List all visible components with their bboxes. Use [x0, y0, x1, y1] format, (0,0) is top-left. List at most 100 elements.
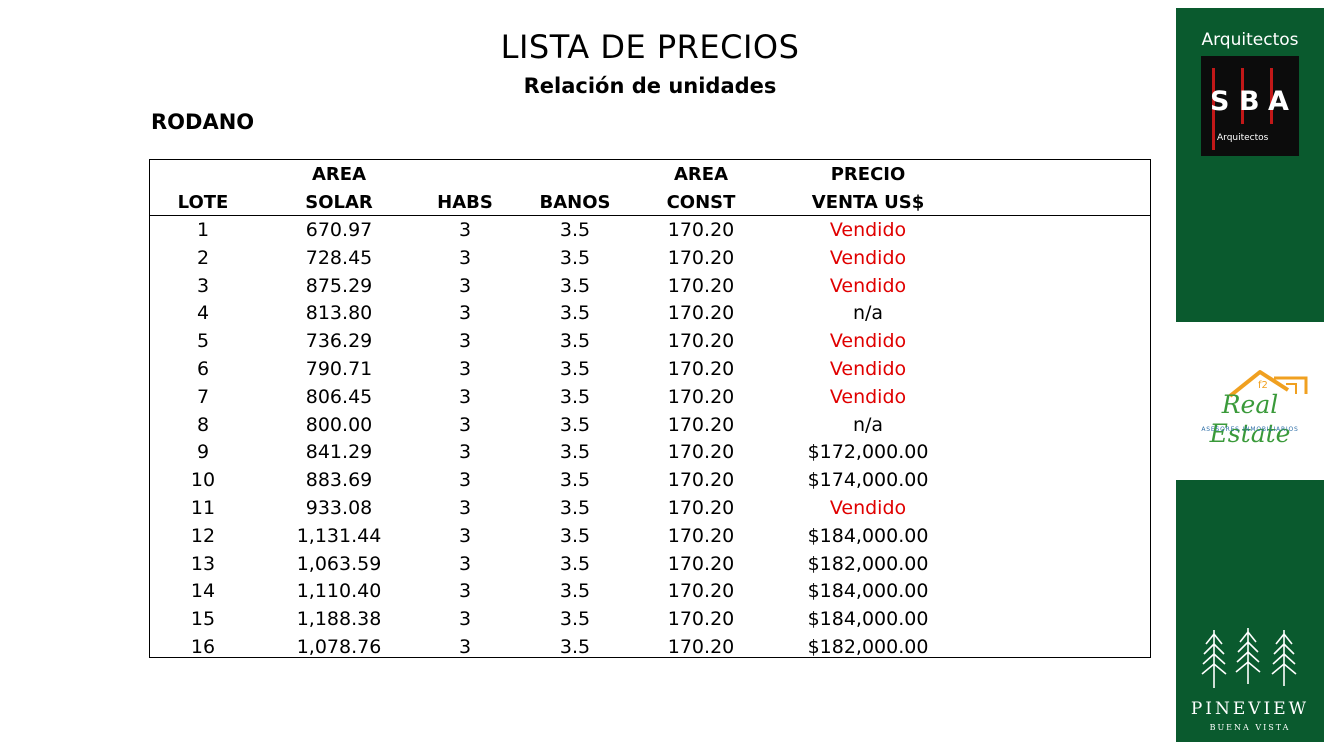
banos-cell: 3.5: [559, 552, 591, 575]
page-subtitle: Relación de unidades: [523, 74, 777, 98]
habs-cell: 3: [458, 219, 472, 241]
pineview-panel: PINEVIEW BUENA VISTA: [1176, 480, 1324, 742]
area-const-cell: 170.20: [667, 302, 735, 325]
real-estate-tagline: ASESORES INMOBILIARIOS: [1201, 426, 1299, 433]
habs-cell: 3: [458, 608, 472, 631]
banos-cell: 3.5: [559, 524, 591, 547]
banos-cell: 3.5: [559, 274, 591, 297]
banos-cell: 3.5: [559, 441, 591, 464]
precio-cell: Vendido: [829, 358, 907, 380]
area-const-cell: 170.20: [667, 636, 735, 658]
area-solar-cell: 1,063.59: [296, 552, 382, 575]
lote-cell: 2: [196, 246, 210, 269]
area-const-cell: 170.20: [667, 580, 735, 603]
pine-trees-icon: [1201, 628, 1297, 688]
banos-cell: 3.5: [559, 219, 591, 241]
habs-cell: 3: [458, 636, 472, 658]
area-const-cell: 170.20: [667, 330, 735, 353]
precio-cell: Vendido: [829, 274, 907, 297]
lote-cell: 6: [196, 358, 210, 380]
sidebar: Arquitectos S B A Arquitectos f2 Real Es…: [1176, 8, 1324, 742]
sba-logo-bar: [1212, 68, 1215, 150]
habs-cell: 3: [458, 524, 472, 547]
header-area-const-line2: CONST: [666, 192, 736, 213]
precio-cell: $182,000.00: [807, 636, 929, 658]
habs-cell: 3: [458, 441, 472, 464]
header-lote-line2: LOTE: [177, 192, 229, 213]
lote-cell: 3: [196, 274, 210, 297]
habs-cell: 3: [458, 358, 472, 380]
precio-cell: Vendido: [829, 497, 907, 519]
banos-cell: 3.5: [559, 497, 591, 519]
area-const-cell: 170.20: [667, 524, 735, 547]
area-solar-cell: 933.08: [305, 497, 373, 519]
habs-cell: 3: [458, 385, 472, 408]
area-solar-cell: 841.29: [305, 441, 373, 464]
area-solar-cell: 1,110.40: [296, 580, 382, 603]
lote-cell: 11: [190, 497, 216, 519]
banos-cell: 3.5: [559, 385, 591, 408]
f2-badge: f2: [1258, 380, 1268, 391]
area-const-cell: 170.20: [667, 469, 735, 492]
area-solar-cell: 813.80: [305, 302, 373, 325]
banos-cell: 3.5: [559, 330, 591, 353]
header-area-const-line1: AREA: [673, 164, 729, 185]
lote-cell: 14: [190, 580, 216, 603]
area-solar-cell: 736.29: [305, 330, 373, 353]
lote-cell: 7: [196, 385, 210, 408]
area-const-cell: 170.20: [667, 246, 735, 269]
precio-cell: $182,000.00: [807, 552, 929, 575]
area-solar-cell: 1,078.76: [296, 636, 382, 658]
lote-cell: 5: [196, 330, 210, 353]
price-table: LOTE AREA SOLAR HABS BANOS AREA CONST PRECIO VEN…: [149, 159, 1151, 658]
lote-cell: 1: [196, 219, 210, 241]
header-precio-line1: PRECIO: [830, 164, 906, 185]
habs-cell: 3: [458, 330, 472, 353]
habs-cell: 3: [458, 469, 472, 492]
header-area-solar-line1: AREA: [311, 164, 367, 185]
area-solar-cell: 883.69: [305, 469, 373, 492]
habs-cell: 3: [458, 552, 472, 575]
precio-cell: Vendido: [829, 219, 907, 241]
area-const-cell: 170.20: [667, 608, 735, 631]
lote-cell: 15: [190, 608, 216, 631]
sba-letter: B: [1239, 86, 1260, 117]
banos-cell: 3.5: [559, 469, 591, 492]
area-solar-cell: 806.45: [305, 385, 373, 408]
header-banos-line2: BANOS: [539, 192, 611, 213]
pineview-name: PINEVIEW: [1190, 699, 1310, 719]
real-estate-brand: Real Estate: [1209, 390, 1291, 448]
habs-cell: 3: [458, 302, 472, 325]
precio-cell: $184,000.00: [807, 580, 929, 603]
area-const-cell: 170.20: [667, 385, 735, 408]
precio-cell: $172,000.00: [807, 441, 929, 464]
precio-cell: $184,000.00: [807, 524, 929, 547]
lote-cell: 10: [190, 469, 216, 492]
header-divider: [150, 215, 1150, 216]
habs-cell: 3: [458, 413, 472, 436]
area-const-cell: 170.20: [667, 274, 735, 297]
precio-cell: $184,000.00: [807, 608, 929, 631]
sba-logo-tagline: Arquitectos: [1217, 133, 1269, 143]
sba-letter: A: [1268, 86, 1289, 117]
precio-cell: Vendido: [829, 246, 907, 269]
precio-cell: n/a: [852, 302, 884, 325]
precio-cell: n/a: [852, 413, 884, 436]
banos-cell: 3.5: [559, 302, 591, 325]
area-solar-cell: 1,131.44: [296, 524, 382, 547]
lote-cell: 12: [190, 524, 216, 547]
sba-letter: S: [1210, 86, 1230, 117]
real-estate-panel: f2 Real Estate ASESORES INMOBILIARIOS: [1176, 322, 1324, 480]
habs-cell: 3: [458, 246, 472, 269]
lote-cell: 8: [196, 413, 210, 436]
habs-cell: 3: [458, 497, 472, 519]
header-area-solar-line2: SOLAR: [305, 192, 373, 213]
section-title: RODANO: [151, 110, 255, 134]
area-const-cell: 170.20: [667, 219, 735, 241]
architects-label: Arquitectos: [1201, 30, 1299, 50]
area-solar-cell: 875.29: [305, 274, 373, 297]
banos-cell: 3.5: [559, 580, 591, 603]
habs-cell: 3: [458, 580, 472, 603]
area-solar-cell: 790.71: [305, 358, 373, 380]
banos-cell: 3.5: [559, 413, 591, 436]
